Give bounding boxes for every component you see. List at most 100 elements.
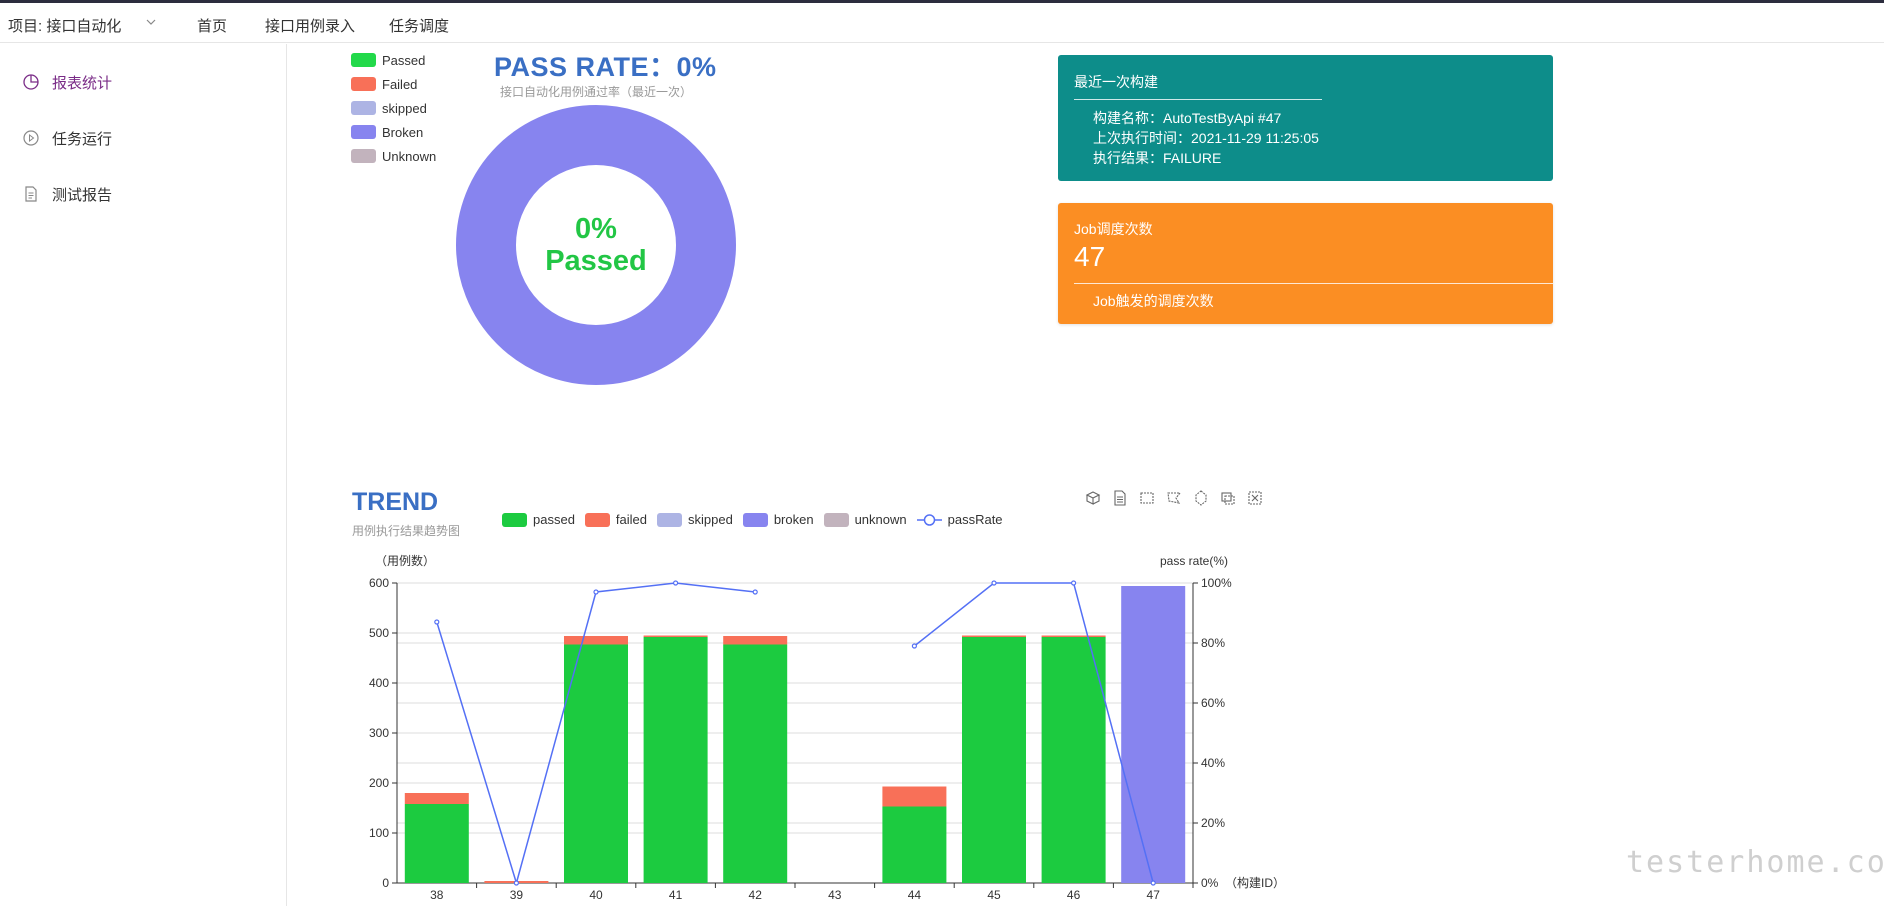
legend-item-failed[interactable]: failed [584,512,647,527]
x-tick-label: 39 [510,888,524,902]
bar-failed [882,786,947,807]
legend-item-unknown[interactable]: unknown [823,512,907,527]
x-tick-label: 43 [828,888,842,902]
divider [1074,99,1322,100]
sidebar-item-label: 任务运行 [52,130,113,148]
play-circle-icon [23,130,39,146]
legend-swatch [351,149,376,163]
nav-task-schedule[interactable]: 任务调度 [389,18,450,35]
y-tick-label: 100 [369,826,389,840]
latest-build-title: 最近一次构建 [1074,74,1158,90]
legend-label: passRate [947,512,1003,527]
y-tick-label: 200 [369,776,389,790]
legend-item-passrate[interactable]: passRate [916,512,1003,527]
x-tick-label: 42 [749,888,763,902]
passrate-point [1070,580,1077,586]
x-tick-label: 47 [1147,888,1161,902]
sidebar-item-report-stats[interactable]: 报表统计 [22,70,112,94]
bar-passed [882,806,947,883]
document-icon [25,186,37,202]
y2-tick-label: 20% [1201,816,1225,830]
project-selector[interactable]: 项目: 接口自动化 [8,18,122,35]
legend-swatch [502,512,527,527]
legend-item-passed[interactable]: passed [502,512,575,527]
legend-label: Unknown [382,148,437,164]
passrate-point [593,589,599,595]
trend-subtitle: 用例执行结果趋势图 [352,524,461,538]
sidebar-item-test-report[interactable]: 测试报告 [22,182,112,206]
trend-title: TREND [352,488,439,516]
passrate-point [434,619,440,625]
legend-item-broken[interactable]: broken [742,512,814,527]
legend-item-passed[interactable]: Passed [351,48,436,72]
passrate-point [513,880,520,886]
x-tick-label: 38 [430,888,444,902]
sidebar: 报表统计 任务运行 测试报告 [0,44,287,906]
chevron-down-icon[interactable] [145,16,157,28]
legend-label: Passed [382,52,426,68]
y-tick-label: 400 [369,676,389,690]
top-navbar: 项目: 接口自动化 首页 接口用例录入 任务调度 [0,3,1884,43]
y2-tick-label: 40% [1201,756,1225,770]
y-tick-label: 0 [382,876,389,890]
pass-rate-donut: 0% Passed [456,105,736,385]
passrate-point [911,643,918,649]
legend-item-skipped[interactable]: skipped [351,96,436,120]
bar-passed [962,637,1026,883]
legend-item-broken[interactable]: Broken [351,120,436,144]
bar-passed [564,644,628,883]
build-last-exec-time: 上次执行时间：2021-11-29 11:25:05 [1093,130,1319,146]
donut-ring-broken[interactable] [456,105,736,385]
legend-swatch [351,125,376,139]
top-accent-bar [0,0,1884,3]
nav-home[interactable]: 首页 [197,18,228,35]
legend-swatch [657,512,682,527]
data-view-icon[interactable] [1084,489,1102,507]
x-axis-title: （构建ID） [1225,875,1285,890]
trend-legend: passed failed skipped broken unknown pas… [502,512,1013,527]
y-tick-label: 300 [369,726,389,740]
legend-label: Broken [382,124,424,140]
bar-passed [643,637,708,883]
passrate-point [752,589,758,595]
x-tick-label: 40 [589,888,603,902]
bar-failed [1041,635,1106,637]
donut-center-percent: 0% [575,213,617,245]
restore-icon[interactable] [1192,489,1210,507]
passrate-point [672,580,679,586]
zoom-lasso-icon[interactable] [1165,489,1183,507]
legend-item-unknown[interactable]: Unknown [351,144,436,168]
zoom-select-icon[interactable] [1138,489,1156,507]
save-image-icon[interactable] [1219,489,1237,507]
build-name: 构建名称：AutoTestByApi #47 [1093,110,1282,126]
sidebar-item-task-run[interactable]: 任务运行 [22,126,112,150]
bar-failed [404,793,469,804]
bar-passed [404,804,469,883]
legend-swatch [351,101,376,115]
sidebar-item-label: 报表统计 [52,74,113,92]
pie-chart-icon [23,74,39,90]
reset-icon[interactable] [1246,489,1264,507]
passrate-line [913,582,1154,884]
x-tick-label: 46 [1067,888,1081,902]
legend-item-failed[interactable]: Failed [351,72,436,96]
legend-label: skipped [688,512,733,527]
document-icon[interactable] [1111,489,1129,507]
y2-tick-label: 0% [1201,876,1219,890]
job-schedule-card: Job调度次数 47 Job触发的调度次数 [1058,203,1553,324]
line-legend-icon [916,513,942,526]
legend-label: failed [615,512,647,527]
passrate-point [991,580,997,586]
bar-broken [1121,586,1186,883]
nav-case-entry[interactable]: 接口用例录入 [265,18,356,35]
job-schedule-title: Job调度次数 [1074,221,1153,237]
legend-swatch [742,512,768,527]
build-result: 执行结果：FAILURE [1093,150,1222,166]
y-tick-label: 500 [369,626,389,640]
chart-toolbox [1084,489,1273,507]
job-schedule-caption: Job触发的调度次数 [1093,293,1214,309]
legend-label: Failed [382,76,418,92]
donut-center-label: Passed [545,245,647,277]
legend-item-skipped[interactable]: skipped [657,512,733,527]
legend-label: skipped [382,100,427,116]
